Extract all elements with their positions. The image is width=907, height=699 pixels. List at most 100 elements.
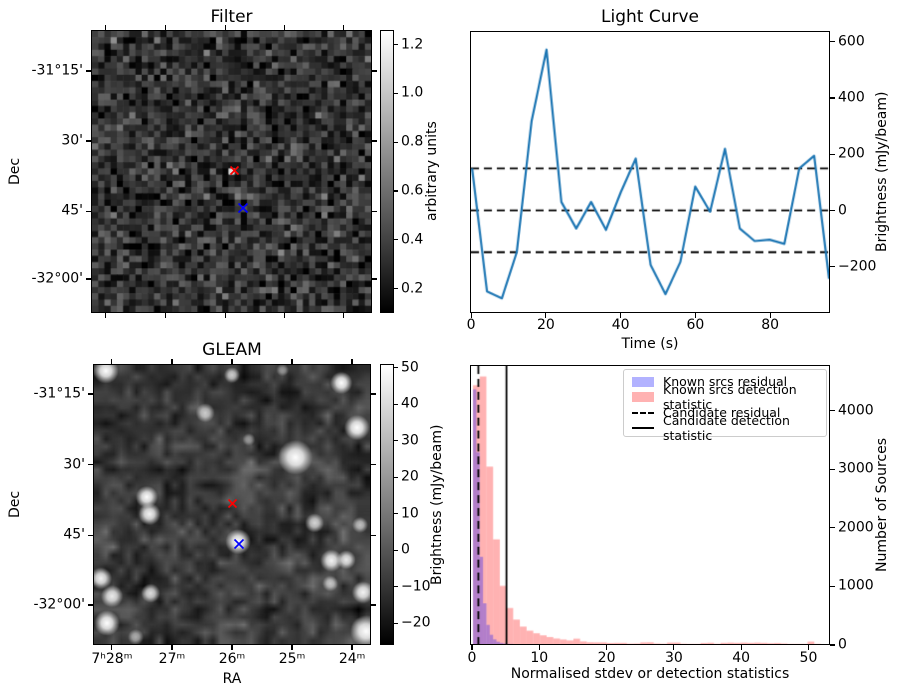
tick-mark [171,359,173,364]
tick-mark [673,645,675,650]
tick-label: −20 [401,614,431,631]
tick-mark [351,359,353,364]
tick-mark [394,586,398,588]
tick-mark [769,313,771,318]
legend-label: Known srcs detection statistic [663,382,797,412]
tick-mark [830,468,835,470]
tick-label: -31°15' [31,62,83,79]
gleam-colorbar [380,364,394,645]
tick-mark [86,278,91,280]
tick-mark [394,403,398,405]
tick-label: 40 [401,395,419,412]
tick-label: 45' [61,202,83,219]
tick-mark [111,359,113,364]
tick-mark [351,645,353,650]
tick-mark [830,266,835,268]
tick-mark [830,644,835,646]
tick-label: 0 [401,541,410,558]
tick-mark [372,140,377,142]
tick-label: 7ʰ28ᵐ [91,651,133,667]
tick-label: -32°00' [33,596,85,613]
dashed-line-swatch [632,411,654,414]
tick-label: 10 [530,650,549,666]
tick-mark [545,313,547,318]
tick-mark [372,70,377,72]
tick-mark [165,25,167,30]
tick-label: 4000 [838,401,874,418]
pink-patch-swatch [632,392,654,402]
legend-label: Known srcs residual [663,374,788,389]
filter-colorbar [380,30,394,313]
tick-mark [171,645,173,650]
light-curve-line-chart [471,32,829,312]
tick-label: 0 [467,650,477,666]
tick-mark [371,604,376,606]
tick-mark [284,25,286,30]
time-axis-label: Time (s) [621,336,679,352]
tick-mark [284,313,286,318]
tick-label: -32°00' [31,270,83,287]
tick-mark [830,585,835,587]
tick-label: 25ᵐ [278,651,306,667]
tick-label: 0 [838,201,847,218]
legend-row-known-detection: Known srcs detection statistic [632,382,818,412]
tick-label: 0.6 [401,182,424,199]
tick-mark [471,645,473,650]
tick-label: 1000 [838,577,874,594]
number-of-sources-axis-label: Number of Sources [874,438,890,573]
filter-image-panel [91,30,372,313]
red-x-marker [228,498,238,508]
gleam-colorbar-label: Brightness (mJy/beam) [429,424,445,585]
tick-label: 0.8 [401,133,424,150]
tick-label: 27ᵐ [158,651,186,667]
tick-label: 40 [732,650,751,666]
tick-mark [394,549,398,551]
tick-mark [291,359,293,364]
tick-mark [394,622,398,624]
tick-mark [394,92,398,95]
tick-mark [88,534,93,536]
tick-label: 26ᵐ [218,651,246,667]
blue-x-marker [237,202,249,213]
tick-label: 20 [401,468,419,485]
tick-label: 50 [401,358,419,375]
legend-label: Candidate detection statistic [663,413,790,443]
tick-label: 0.4 [401,231,424,248]
tick-mark [371,464,376,466]
tick-mark [620,313,622,318]
tick-label: 50 [799,650,818,666]
tick-mark [470,313,472,318]
tick-mark [111,645,113,650]
tick-label: −10 [401,577,431,594]
legend-row-candidate-residual: Candidate residual [632,405,818,420]
tick-mark [372,210,377,212]
tick-mark [807,645,810,650]
tick-mark [394,367,398,369]
gleam-title: GLEAM [202,340,262,360]
tick-label: 600 [838,32,865,49]
tick-label: 30 [401,431,419,448]
tick-mark [830,97,835,99]
tick-mark [694,313,696,318]
tick-mark [394,288,398,290]
filter-dec-axis-label: Dec [7,157,23,186]
gleam-dec-axis-label: Dec [7,490,23,519]
tick-mark [830,209,835,212]
tick-label: -31°15' [33,385,85,402]
light-curve-title: Light Curve [601,7,699,27]
tick-mark [231,645,233,650]
solid-line-swatch [632,427,654,429]
tick-label: 0 [466,317,476,333]
tick-mark [538,645,540,650]
tick-mark [830,41,835,43]
tick-mark [830,410,835,412]
tick-mark [224,25,226,30]
tick-mark [105,313,107,318]
light-curve-plot [470,31,830,313]
blue-x-marker [233,538,245,549]
tick-mark [88,464,93,466]
tick-mark [165,313,167,318]
filter-noise-image [92,31,371,312]
tick-mark [394,513,398,515]
tick-label: 30' [61,132,83,149]
